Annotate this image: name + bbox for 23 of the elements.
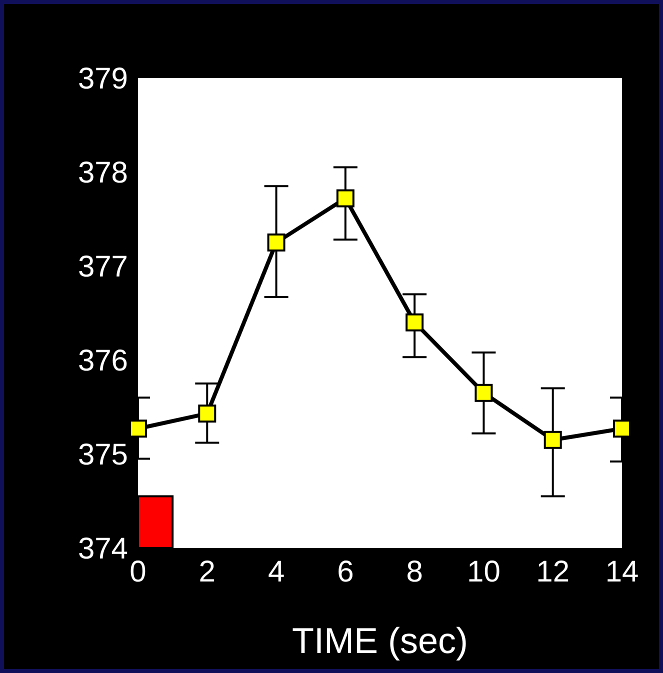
point [613, 420, 631, 438]
point [198, 404, 216, 423]
x-tick-label: 12 [536, 555, 570, 588]
y-tick-label: 378 [78, 156, 128, 190]
y-tick-label: 376 [78, 344, 128, 378]
x-tick-label: 8 [406, 555, 423, 588]
y-tick-label: 377 [78, 250, 128, 284]
y-tick-label: 379 [78, 62, 128, 96]
x-tick-label: 0 [130, 555, 146, 588]
x-tick-label: 14 [605, 555, 639, 588]
x-tick-label: 6 [337, 555, 354, 588]
x-tick-label: 2 [198, 555, 216, 588]
x-axis-title: TIME (sec) [292, 620, 468, 661]
point [406, 313, 424, 332]
point [129, 420, 147, 438]
x-tick-label: 4 [268, 555, 285, 588]
x-tick-label: 10 [467, 555, 500, 588]
point [336, 189, 354, 208]
point [474, 384, 493, 402]
y-tick-label: 374 [78, 532, 128, 566]
point [544, 430, 562, 449]
point [267, 234, 286, 252]
y-tick-label: 375 [78, 438, 128, 472]
